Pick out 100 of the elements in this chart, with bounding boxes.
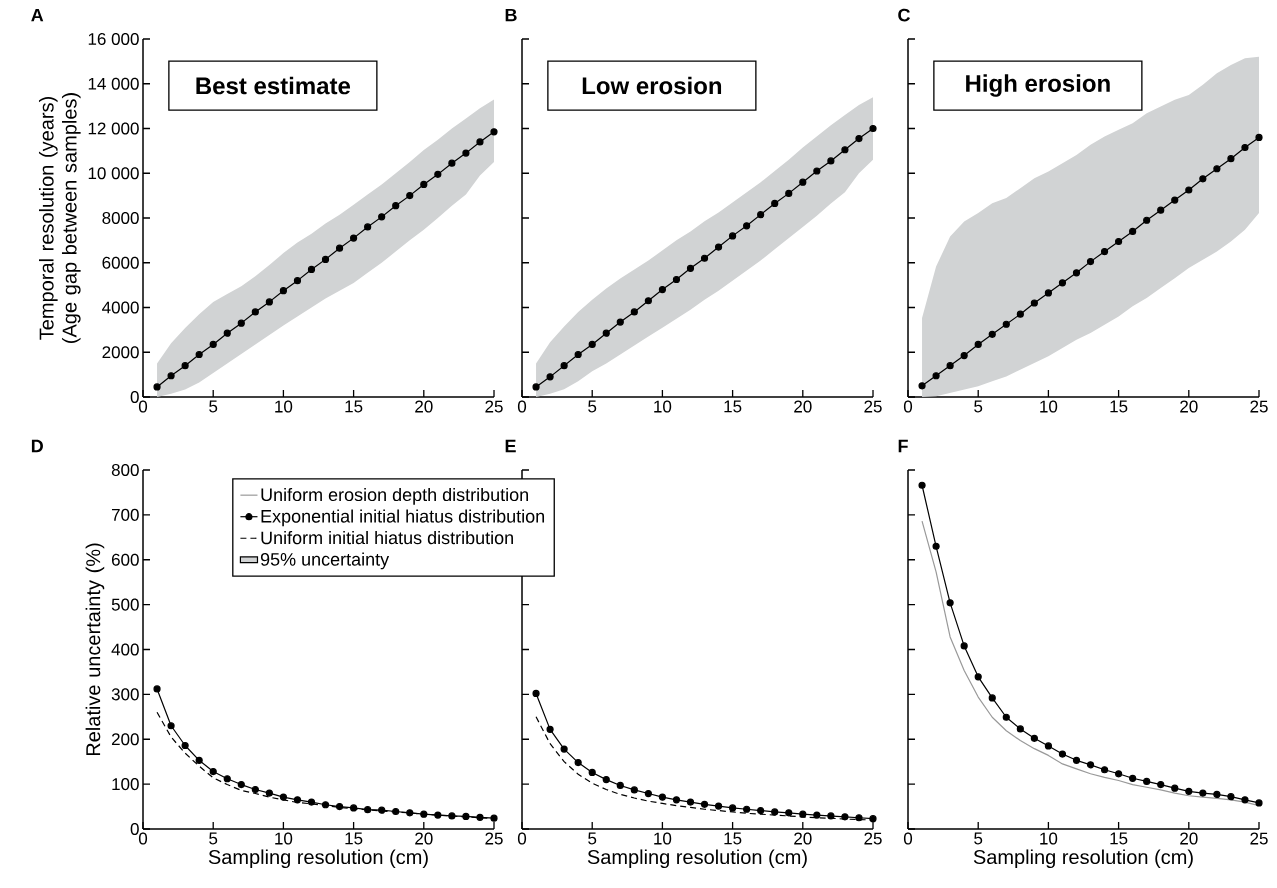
x-tick-label: 25 (485, 400, 503, 413)
point (714, 802, 723, 810)
point (209, 340, 217, 349)
x-tick-label: 10 (275, 400, 293, 413)
point (476, 813, 484, 821)
x-tick-label: 25 (864, 400, 882, 413)
x-tick-label: 25 (485, 832, 503, 845)
y-tick-label: 300 (111, 688, 139, 701)
point (490, 814, 498, 822)
chart-title: E (505, 439, 516, 453)
point (434, 170, 442, 178)
point (1016, 310, 1024, 318)
point (1227, 155, 1235, 163)
point (153, 685, 161, 693)
x-tick-label: 10 (1040, 832, 1058, 845)
point (1143, 777, 1151, 786)
annotation: Best estimate (196, 76, 351, 95)
point (616, 781, 624, 790)
point (729, 232, 737, 240)
point (918, 481, 926, 489)
point (434, 811, 442, 819)
point (1086, 258, 1095, 266)
point (771, 808, 779, 816)
x-tick-label: 25 (1250, 832, 1268, 845)
point (672, 796, 681, 804)
point (946, 362, 954, 370)
point (1199, 789, 1207, 797)
point (841, 146, 849, 154)
y-tick-label: 700 (111, 508, 139, 521)
point (1030, 299, 1038, 307)
point (974, 340, 982, 349)
point (1044, 289, 1053, 297)
point (251, 785, 259, 794)
point (378, 213, 386, 221)
point (602, 776, 610, 784)
point (560, 745, 568, 753)
point (1129, 774, 1137, 782)
point (392, 202, 400, 210)
point (743, 805, 751, 813)
y-tick-label: 0 (130, 390, 139, 404)
point (1255, 799, 1263, 807)
point (918, 382, 926, 390)
x-axis-title: Sampling resolution (cm) (587, 849, 807, 869)
point (265, 789, 273, 797)
point (392, 807, 400, 816)
point (1100, 766, 1109, 774)
point (265, 298, 273, 306)
point (1227, 793, 1235, 801)
point (279, 287, 288, 295)
point (700, 254, 709, 262)
point (293, 277, 302, 285)
point (855, 134, 863, 143)
point (223, 775, 231, 783)
point (1100, 247, 1109, 256)
legend-label: Uniform initial hiatus distribution (261, 530, 513, 545)
y-tick-label: 10 000 (88, 167, 139, 180)
point (167, 722, 175, 730)
point (335, 802, 344, 811)
point (1030, 734, 1038, 742)
point (1171, 196, 1179, 204)
point (644, 297, 652, 305)
point (350, 804, 358, 812)
x-tick-label: 15 (1110, 832, 1128, 845)
point (960, 351, 968, 360)
x-tick-label: 20 (794, 832, 812, 845)
y-axis-title: Temporal resolution (years) (Age gap between samples) (38, 93, 81, 343)
annotation: Low erosion (582, 76, 722, 95)
chart-title: A (31, 8, 44, 22)
point (1115, 770, 1123, 778)
point (307, 265, 316, 274)
point (321, 255, 330, 263)
point (406, 192, 414, 200)
point (686, 264, 695, 272)
x-tick-label: 0 (138, 400, 148, 413)
annotation: High erosion (966, 74, 1110, 97)
point (813, 167, 821, 175)
point (841, 813, 849, 821)
x-tick-label: 15 (345, 832, 363, 845)
point (1115, 237, 1123, 246)
point (237, 780, 245, 789)
point (209, 767, 217, 776)
point (672, 275, 681, 284)
point (630, 786, 638, 794)
point (546, 725, 554, 733)
point (546, 373, 554, 381)
point (588, 340, 596, 349)
x-tick-label: 20 (1180, 832, 1198, 845)
point (1255, 133, 1263, 142)
legend-label: Uniform erosion depth distribution (261, 487, 528, 505)
point (378, 806, 386, 814)
chart-title: B (505, 8, 517, 22)
x-tick-label: 0 (903, 400, 913, 413)
point (1241, 143, 1249, 152)
y-tick-label: 600 (111, 553, 139, 566)
x-tick-label: 25 (864, 832, 882, 845)
chart-title: D (31, 439, 43, 453)
y-tick-label: 800 (111, 463, 139, 477)
point (574, 350, 582, 359)
point (869, 815, 877, 823)
point (1185, 787, 1193, 795)
